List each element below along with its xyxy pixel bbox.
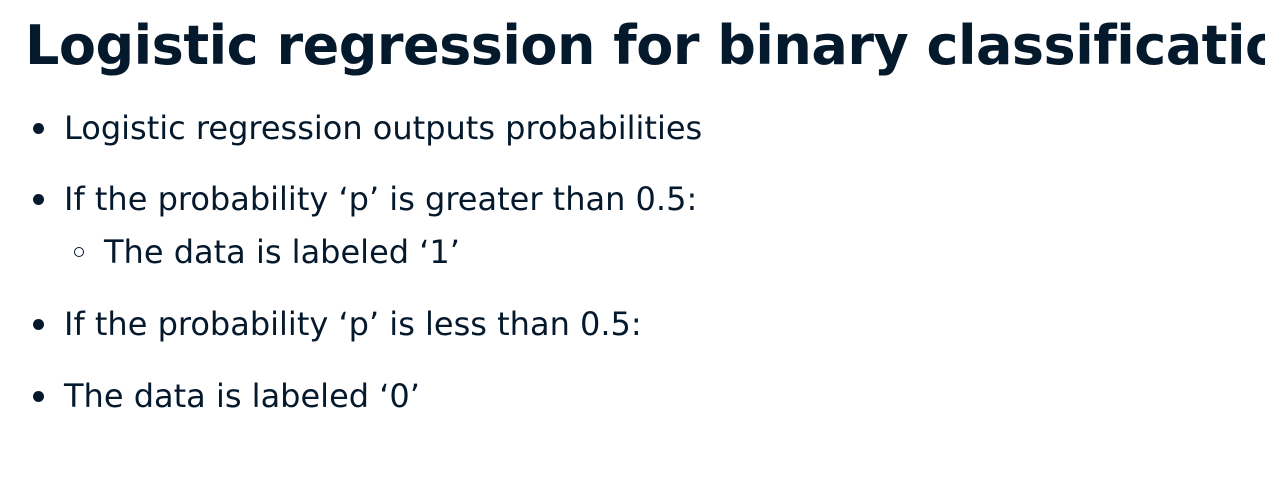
bullet-item: Logistic regression outputs probabilitie… bbox=[33, 108, 703, 148]
bullet-text: If the probability ‘p’ is greater than 0… bbox=[64, 180, 698, 218]
sub-bullet-text: The data is labeled ‘1’ bbox=[104, 233, 460, 271]
bullet-text: Logistic regression outputs probabilitie… bbox=[64, 109, 703, 147]
bullet-dot-icon bbox=[33, 319, 44, 330]
bullet-dot-icon bbox=[33, 123, 44, 134]
hollow-circle-icon bbox=[74, 247, 84, 257]
bullet-text: The data is labeled ‘0’ bbox=[64, 377, 420, 415]
bullet-item: The data is labeled ‘0’ bbox=[33, 376, 420, 416]
bullet-item: If the probability ‘p’ is less than 0.5: bbox=[33, 304, 642, 344]
bullet-dot-icon bbox=[33, 391, 44, 402]
bullet-text: If the probability ‘p’ is less than 0.5: bbox=[64, 305, 642, 343]
bullet-item: If the probability ‘p’ is greater than 0… bbox=[33, 179, 698, 219]
slide-title: Logistic regression for binary classific… bbox=[25, 14, 1265, 77]
bullet-dot-icon bbox=[33, 194, 44, 205]
sub-bullet-item: The data is labeled ‘1’ bbox=[74, 232, 460, 272]
